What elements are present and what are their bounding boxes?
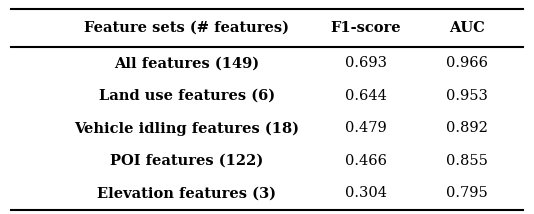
Text: 0.466: 0.466 — [345, 154, 387, 168]
Text: 0.479: 0.479 — [345, 121, 387, 135]
Text: Feature sets (# features): Feature sets (# features) — [84, 21, 289, 35]
Text: Vehicle idling features (18): Vehicle idling features (18) — [74, 121, 300, 136]
Text: 0.693: 0.693 — [345, 56, 387, 70]
Text: AUC: AUC — [450, 21, 485, 35]
Text: F1-score: F1-score — [331, 21, 401, 35]
Text: All features (149): All features (149) — [114, 56, 260, 70]
Text: POI features (122): POI features (122) — [111, 154, 263, 168]
Text: 0.953: 0.953 — [446, 89, 488, 103]
Text: 0.855: 0.855 — [446, 154, 488, 168]
Text: 0.966: 0.966 — [446, 56, 488, 70]
Text: 0.892: 0.892 — [446, 121, 488, 135]
Text: Land use features (6): Land use features (6) — [99, 89, 275, 103]
Text: 0.795: 0.795 — [446, 186, 488, 201]
Text: 0.644: 0.644 — [345, 89, 387, 103]
Text: 0.304: 0.304 — [345, 186, 387, 201]
Text: Elevation features (3): Elevation features (3) — [97, 186, 277, 201]
